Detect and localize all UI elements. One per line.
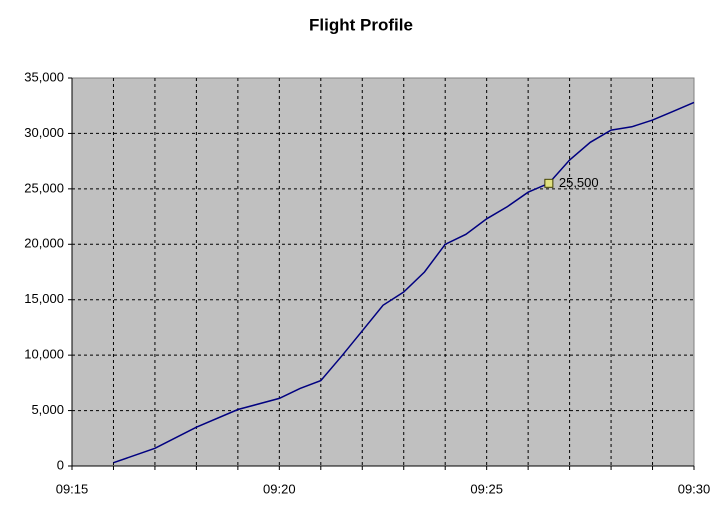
x-tick-label: 09:15: [56, 481, 89, 496]
y-tick-label: 30,000: [24, 125, 64, 140]
y-tick-label: 25,000: [24, 180, 64, 195]
x-tick-label: 09:30: [678, 481, 711, 496]
y-tick-label: 20,000: [24, 236, 64, 251]
y-tick-label: 5,000: [31, 402, 64, 417]
x-tick-label: 09:20: [263, 481, 296, 496]
y-tick-label: 35,000: [24, 69, 64, 84]
x-tick-label: 09:25: [470, 481, 503, 496]
y-tick-label: 0: [57, 457, 64, 472]
chart-title: Flight Profile: [309, 15, 413, 34]
annotation-marker: [544, 178, 554, 188]
series-line: [113, 101, 695, 464]
y-tick-label: 15,000: [24, 291, 64, 306]
annotation-label: 25,500: [559, 175, 599, 190]
y-tick-label: 10,000: [24, 347, 64, 362]
